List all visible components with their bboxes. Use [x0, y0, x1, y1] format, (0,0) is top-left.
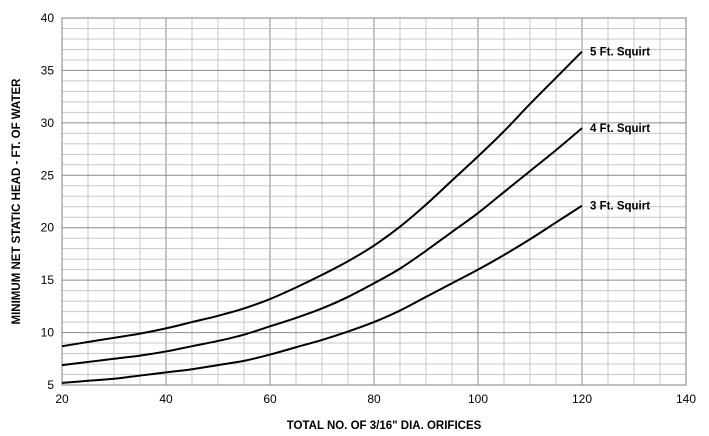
- y-tick-label: 20: [41, 221, 55, 235]
- y-tick-label: 25: [41, 168, 55, 182]
- y-axis-title: MINIMUM NET STATIC HEAD - FT. OF WATER: [11, 78, 23, 325]
- series-line-1: [61, 50, 583, 348]
- x-tick-label: 100: [468, 392, 488, 406]
- series-line-3: [61, 204, 583, 384]
- series-line-2: [61, 127, 583, 367]
- x-tick-label: 20: [55, 392, 69, 406]
- x-tick-label: 60: [263, 392, 277, 406]
- y-axis-ticks: 5 10 15 20 25 30 35 40: [41, 11, 55, 392]
- series-label-1: 5 Ft. Squirt: [590, 47, 650, 59]
- y-tick-label: 10: [41, 326, 55, 340]
- x-axis-title: TOTAL NO. OF 3/16" DIA. ORIFICES: [287, 420, 482, 432]
- x-axis-ticks: 20 40 60 80 100 120 140: [55, 392, 696, 406]
- y-tick-label: 35: [41, 63, 55, 77]
- y-tick-label: 5: [47, 378, 54, 392]
- x-tick-label: 140: [676, 392, 696, 406]
- series-labels: 5 Ft. Squirt 4 Ft. Squirt 3 Ft. Squirt: [590, 47, 650, 213]
- series-label-2: 4 Ft. Squirt: [590, 123, 650, 135]
- x-tick-label: 40: [159, 392, 173, 406]
- y-tick-label: 30: [41, 116, 55, 130]
- x-tick-label: 120: [572, 392, 592, 406]
- y-tick-label: 40: [41, 11, 55, 25]
- y-tick-label: 15: [41, 273, 55, 287]
- series-label-3: 3 Ft. Squirt: [590, 201, 650, 213]
- series-lines: [61, 50, 583, 384]
- x-tick-label: 80: [367, 392, 381, 406]
- plot-frame: [61, 17, 687, 386]
